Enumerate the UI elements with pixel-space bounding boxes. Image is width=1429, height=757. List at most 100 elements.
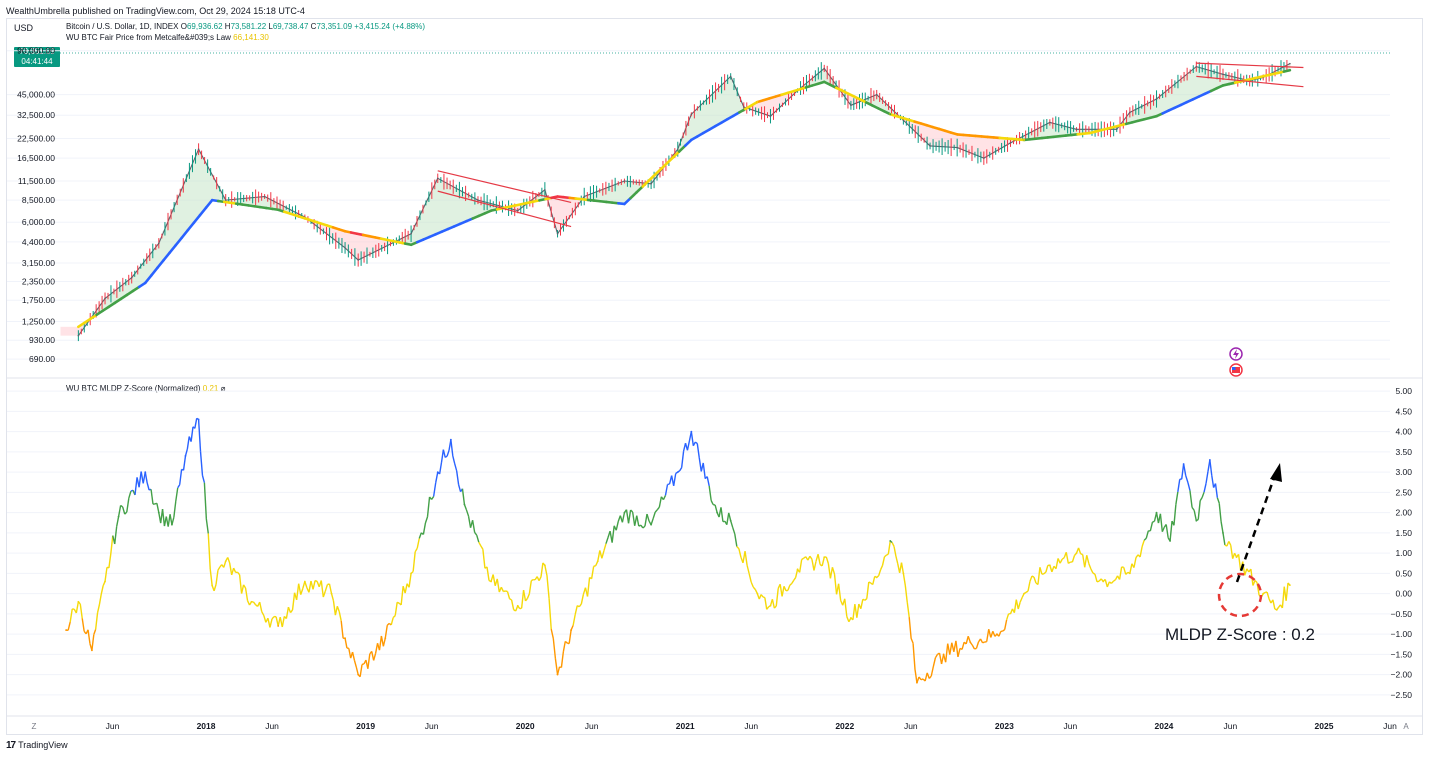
event-icons[interactable] (1229, 347, 1243, 377)
zscore-segment (182, 455, 187, 471)
price-segment (104, 277, 133, 299)
zscore-segment (404, 583, 408, 594)
zscore-segment (1149, 522, 1154, 532)
zscore-segment (554, 658, 559, 675)
zscore-segment (444, 455, 448, 459)
auto-scale-button[interactable]: A (1403, 722, 1409, 731)
zscore-segment (263, 615, 267, 623)
price-point (477, 199, 479, 201)
price-segment (198, 148, 227, 201)
zscore-segment (1092, 572, 1096, 575)
zscore-segment (866, 581, 870, 599)
zscore-segment (833, 573, 838, 595)
zscore-segment (1004, 619, 1008, 630)
zscore-segment (1065, 552, 1070, 564)
zscore-segment (652, 511, 656, 519)
fair-price-point (956, 133, 959, 136)
zscore-segment (1141, 540, 1145, 547)
zscore-segment (862, 598, 866, 601)
zscore-segment (552, 638, 557, 659)
zscore-segment (392, 615, 396, 619)
fair-price-point (211, 199, 214, 202)
logo-glyph: 17 (6, 740, 16, 751)
zscore-segment (1173, 504, 1177, 526)
zscore-segment (900, 562, 905, 574)
symbol-legend[interactable]: Bitcoin / U.S. Dollar, 1D, INDEX O69,936… (66, 22, 425, 31)
zscore-tick-label: −1.50 (1390, 649, 1412, 659)
zscore-segment (1015, 599, 1019, 610)
fair-price-segment (683, 138, 693, 148)
price-tick-label: 22,500.00 (17, 133, 55, 143)
zscore-segment (359, 664, 363, 677)
zscore-tick-label: 4.50 (1395, 406, 1412, 416)
zscore-segment (1086, 555, 1090, 564)
price-tick-label: 32,500.00 (17, 110, 55, 120)
zscore-segment (1272, 599, 1276, 610)
zscore-point (157, 511, 160, 514)
zscore-segment (773, 605, 777, 609)
fair-price-legend[interactable]: WU BTC Fair Price from Metcalfe&#039;s L… (66, 33, 269, 42)
zscore-segment (431, 496, 435, 500)
zscore-segment (94, 612, 99, 630)
tradingview-logo[interactable]: 17 TradingView (6, 740, 68, 751)
zscore-segment (771, 599, 776, 609)
zscore-segment (1237, 554, 1242, 571)
zscore-segment (1175, 491, 1179, 505)
zscore-segment (546, 575, 550, 599)
zscore-segment (177, 484, 181, 489)
zscore-segment (496, 578, 500, 593)
channel-upper-2019 (437, 170, 572, 203)
fair-price-point (410, 243, 413, 246)
zscore-segment (371, 651, 375, 661)
zscore-segment (128, 490, 132, 499)
zscore-segment (169, 514, 173, 525)
zscore-segment (881, 556, 886, 566)
fair-price-point (623, 202, 626, 205)
price-tick-label: 11,500.00 (18, 176, 55, 186)
zscore-segment (726, 512, 730, 525)
zscore-segment (203, 482, 208, 519)
zscore-segment (593, 565, 596, 568)
zscore-segment (1152, 520, 1155, 523)
zscore-segment (454, 463, 458, 472)
price-point (344, 247, 346, 249)
zscore-segment (134, 477, 138, 496)
zscore-segment (1222, 532, 1226, 546)
price-segment (557, 196, 585, 235)
zscore-segment (1187, 482, 1191, 491)
price-axis[interactable]: 90,000.00 45,000.00 32,500.00 22,500.00 16,5… (17, 46, 55, 364)
zscore-segment (1244, 568, 1248, 576)
zscore-segment (1256, 582, 1260, 596)
zoom-button[interactable]: Z (32, 722, 37, 731)
zscore-segment (825, 556, 830, 564)
zscore-segment (1113, 579, 1116, 582)
zscore-segment (457, 484, 462, 492)
zscore-segment (281, 616, 286, 628)
zscore-segment (505, 590, 508, 593)
zscore-segment (332, 600, 337, 616)
zscore-segment (789, 582, 793, 586)
zscore-segment (269, 618, 273, 628)
zscore-point (171, 523, 173, 526)
chart-frame (6, 18, 1423, 735)
brand-name: TradingView (18, 740, 68, 750)
zscore-segment (975, 641, 980, 649)
zscore-segment (520, 590, 525, 609)
zscore-axis[interactable]: 5.00 4.50 4.00 3.50 3.00 2.50 2.00 1.50 1.00 0.50… (1390, 386, 1412, 700)
zscore-segment (809, 555, 813, 560)
zscore-legend[interactable]: WU BTC MLDP Z-Score (Normalized) 0.21 ⌀ (66, 384, 225, 393)
time-tick-label: 2025 (1315, 721, 1334, 731)
price-tick-label: 1,750.00 (22, 295, 55, 305)
zscore-point (1275, 608, 1278, 611)
time-tick-label: Jun (106, 721, 120, 731)
price-point (130, 276, 133, 279)
time-axis[interactable]: Jun 2018 Jun 2019 Jun 2020 Jun 2021 Jun 2022 Jun 20… (7, 715, 1422, 731)
zscore-segment (378, 635, 383, 651)
zscore-segment (1139, 546, 1143, 558)
zscore-segment (114, 526, 118, 545)
fair-price-point (1023, 138, 1026, 141)
fair-price-segment (671, 150, 681, 159)
zscore-tick-label: −1.00 (1390, 629, 1412, 639)
zscore-tick-label: 0.00 (1395, 589, 1412, 599)
